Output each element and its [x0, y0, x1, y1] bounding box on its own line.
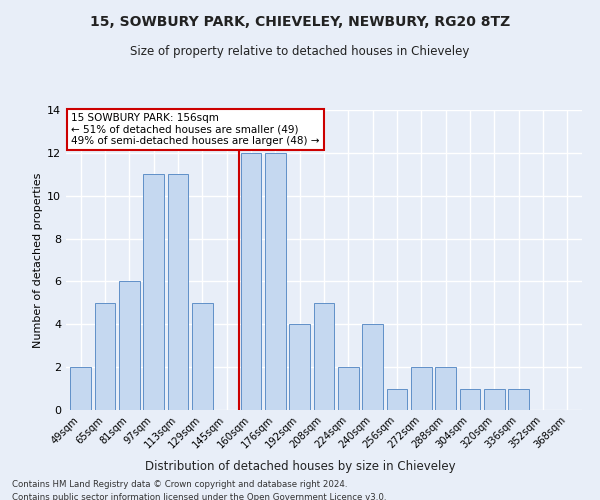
Bar	[508, 388, 529, 410]
Bar	[338, 367, 359, 410]
Bar	[95, 303, 115, 410]
Text: 15, SOWBURY PARK, CHIEVELEY, NEWBURY, RG20 8TZ: 15, SOWBURY PARK, CHIEVELEY, NEWBURY, RG…	[90, 15, 510, 29]
Y-axis label: Number of detached properties: Number of detached properties	[33, 172, 43, 348]
Text: Distribution of detached houses by size in Chieveley: Distribution of detached houses by size …	[145, 460, 455, 473]
Bar	[192, 303, 212, 410]
Bar	[289, 324, 310, 410]
Text: Contains public sector information licensed under the Open Government Licence v3: Contains public sector information licen…	[12, 492, 386, 500]
Bar	[265, 153, 286, 410]
Bar	[241, 153, 262, 410]
Bar	[436, 367, 456, 410]
Text: 15 SOWBURY PARK: 156sqm
← 51% of detached houses are smaller (49)
49% of semi-de: 15 SOWBURY PARK: 156sqm ← 51% of detache…	[71, 113, 320, 146]
Bar	[484, 388, 505, 410]
Bar	[386, 388, 407, 410]
Bar	[167, 174, 188, 410]
Bar	[143, 174, 164, 410]
Bar	[460, 388, 481, 410]
Bar	[314, 303, 334, 410]
Bar	[362, 324, 383, 410]
Bar	[411, 367, 432, 410]
Text: Contains HM Land Registry data © Crown copyright and database right 2024.: Contains HM Land Registry data © Crown c…	[12, 480, 347, 489]
Text: Size of property relative to detached houses in Chieveley: Size of property relative to detached ho…	[130, 45, 470, 58]
Bar	[119, 282, 140, 410]
Bar	[70, 367, 91, 410]
